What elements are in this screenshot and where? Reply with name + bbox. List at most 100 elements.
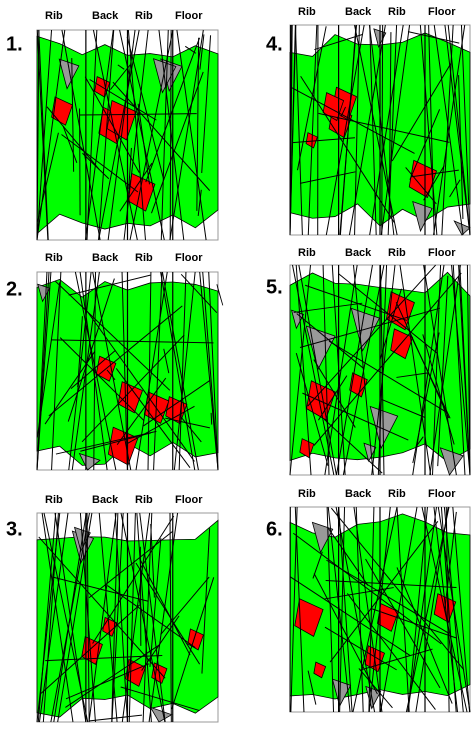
column-label: Back <box>92 252 119 264</box>
fracture-line <box>86 512 90 723</box>
fracture-line <box>74 271 117 471</box>
fracture-line <box>176 29 207 241</box>
gray-block <box>331 678 352 708</box>
fracture-line <box>51 271 62 471</box>
fracture-line <box>120 512 166 723</box>
fracture-line <box>452 264 466 476</box>
fracture-line <box>62 125 78 163</box>
fracture-line <box>160 576 210 635</box>
fracture-line <box>169 29 204 241</box>
fracture-line <box>449 179 461 198</box>
fracture-line <box>441 24 454 236</box>
fracture-line <box>300 75 395 223</box>
fracture-line <box>289 576 411 656</box>
fracture-line <box>199 271 219 471</box>
fracture-line <box>437 275 449 467</box>
fracture-line <box>369 24 404 236</box>
fracture-line <box>437 506 471 713</box>
fracture-line <box>348 24 386 236</box>
fracture-line <box>68 271 92 471</box>
fracture-line <box>36 29 53 241</box>
fracture-line <box>289 24 292 236</box>
column-label: Floor <box>175 10 203 22</box>
gray-block <box>305 325 336 371</box>
fracture-line <box>340 106 346 117</box>
gray-block <box>412 201 433 233</box>
fracture-line <box>153 271 163 471</box>
fracture-line <box>37 512 57 723</box>
fracture-line <box>459 264 471 476</box>
fracture-line <box>302 392 409 441</box>
fracture-line <box>68 274 151 296</box>
fracture-line <box>92 271 132 471</box>
fracture-line <box>110 64 131 90</box>
fracture-line <box>296 313 365 370</box>
fracture-line <box>293 532 442 645</box>
fracture-line <box>129 29 174 241</box>
fracture-line <box>86 29 98 241</box>
fracture-line <box>419 24 438 236</box>
fracture-line <box>294 24 303 236</box>
fracture-line <box>412 332 440 464</box>
fracture-line <box>112 81 211 191</box>
fracture-line <box>421 506 468 713</box>
fracture-line <box>294 506 305 713</box>
fracture-line <box>43 512 89 723</box>
column-label: Floor <box>175 252 203 264</box>
fracture-line <box>201 35 212 174</box>
column-label: Back <box>345 488 372 500</box>
fracture-line <box>79 108 81 216</box>
fracture-line <box>48 305 183 417</box>
column-label: Rib <box>388 6 406 18</box>
column-label: Rib <box>135 494 153 506</box>
column-label: Rib <box>298 6 316 18</box>
panel: 4. Rib Back Rib Floor <box>266 6 471 236</box>
column-label: Rib <box>45 10 63 22</box>
column-label: Rib <box>135 252 153 264</box>
fracture-line <box>37 132 59 222</box>
fracture-line <box>423 165 445 201</box>
fracture-line <box>149 538 162 667</box>
fracture-line <box>84 29 114 241</box>
fracture-line <box>295 353 329 466</box>
fracture-line <box>313 573 378 695</box>
fracture-line <box>139 558 191 656</box>
fracture-line <box>335 264 373 476</box>
fracture-line <box>71 58 75 172</box>
fracture-line <box>150 71 204 214</box>
column-label: Rib <box>45 252 63 264</box>
fracture-line <box>88 530 173 599</box>
column-label: Back <box>345 6 372 18</box>
fracture-line <box>54 280 171 391</box>
fracture-line <box>313 359 356 428</box>
fracture-line <box>325 24 365 236</box>
fracture-line <box>53 512 87 723</box>
red-block <box>126 172 156 212</box>
fracture-line <box>38 29 49 241</box>
fracture-line <box>199 34 205 70</box>
fracture-line <box>405 506 450 713</box>
fracture-line <box>163 348 170 374</box>
fracture-line <box>41 512 74 723</box>
fracture-line <box>325 580 457 589</box>
column-label: Floor <box>428 6 456 18</box>
fracture-line <box>142 512 153 723</box>
panel-number: 2. <box>6 278 23 300</box>
fracture-line <box>324 587 394 600</box>
fracture-line <box>466 264 471 476</box>
fracture-line <box>391 63 452 162</box>
fracture-line <box>139 512 166 723</box>
fracture-line <box>428 24 435 236</box>
fracture-line <box>330 507 465 671</box>
fracture-line <box>411 169 459 178</box>
fracture-line <box>407 506 437 713</box>
gray-block <box>363 442 377 463</box>
panel: 1. Rib Back Rib Floor <box>6 10 219 241</box>
red-block <box>306 380 336 421</box>
fracture-line <box>178 271 187 471</box>
panel: 3. Rib Back Rib Floor <box>6 494 219 723</box>
fracture-line <box>115 368 191 468</box>
fracture-line <box>289 24 296 236</box>
fracture-line <box>460 24 471 236</box>
fracture-line <box>121 271 128 471</box>
